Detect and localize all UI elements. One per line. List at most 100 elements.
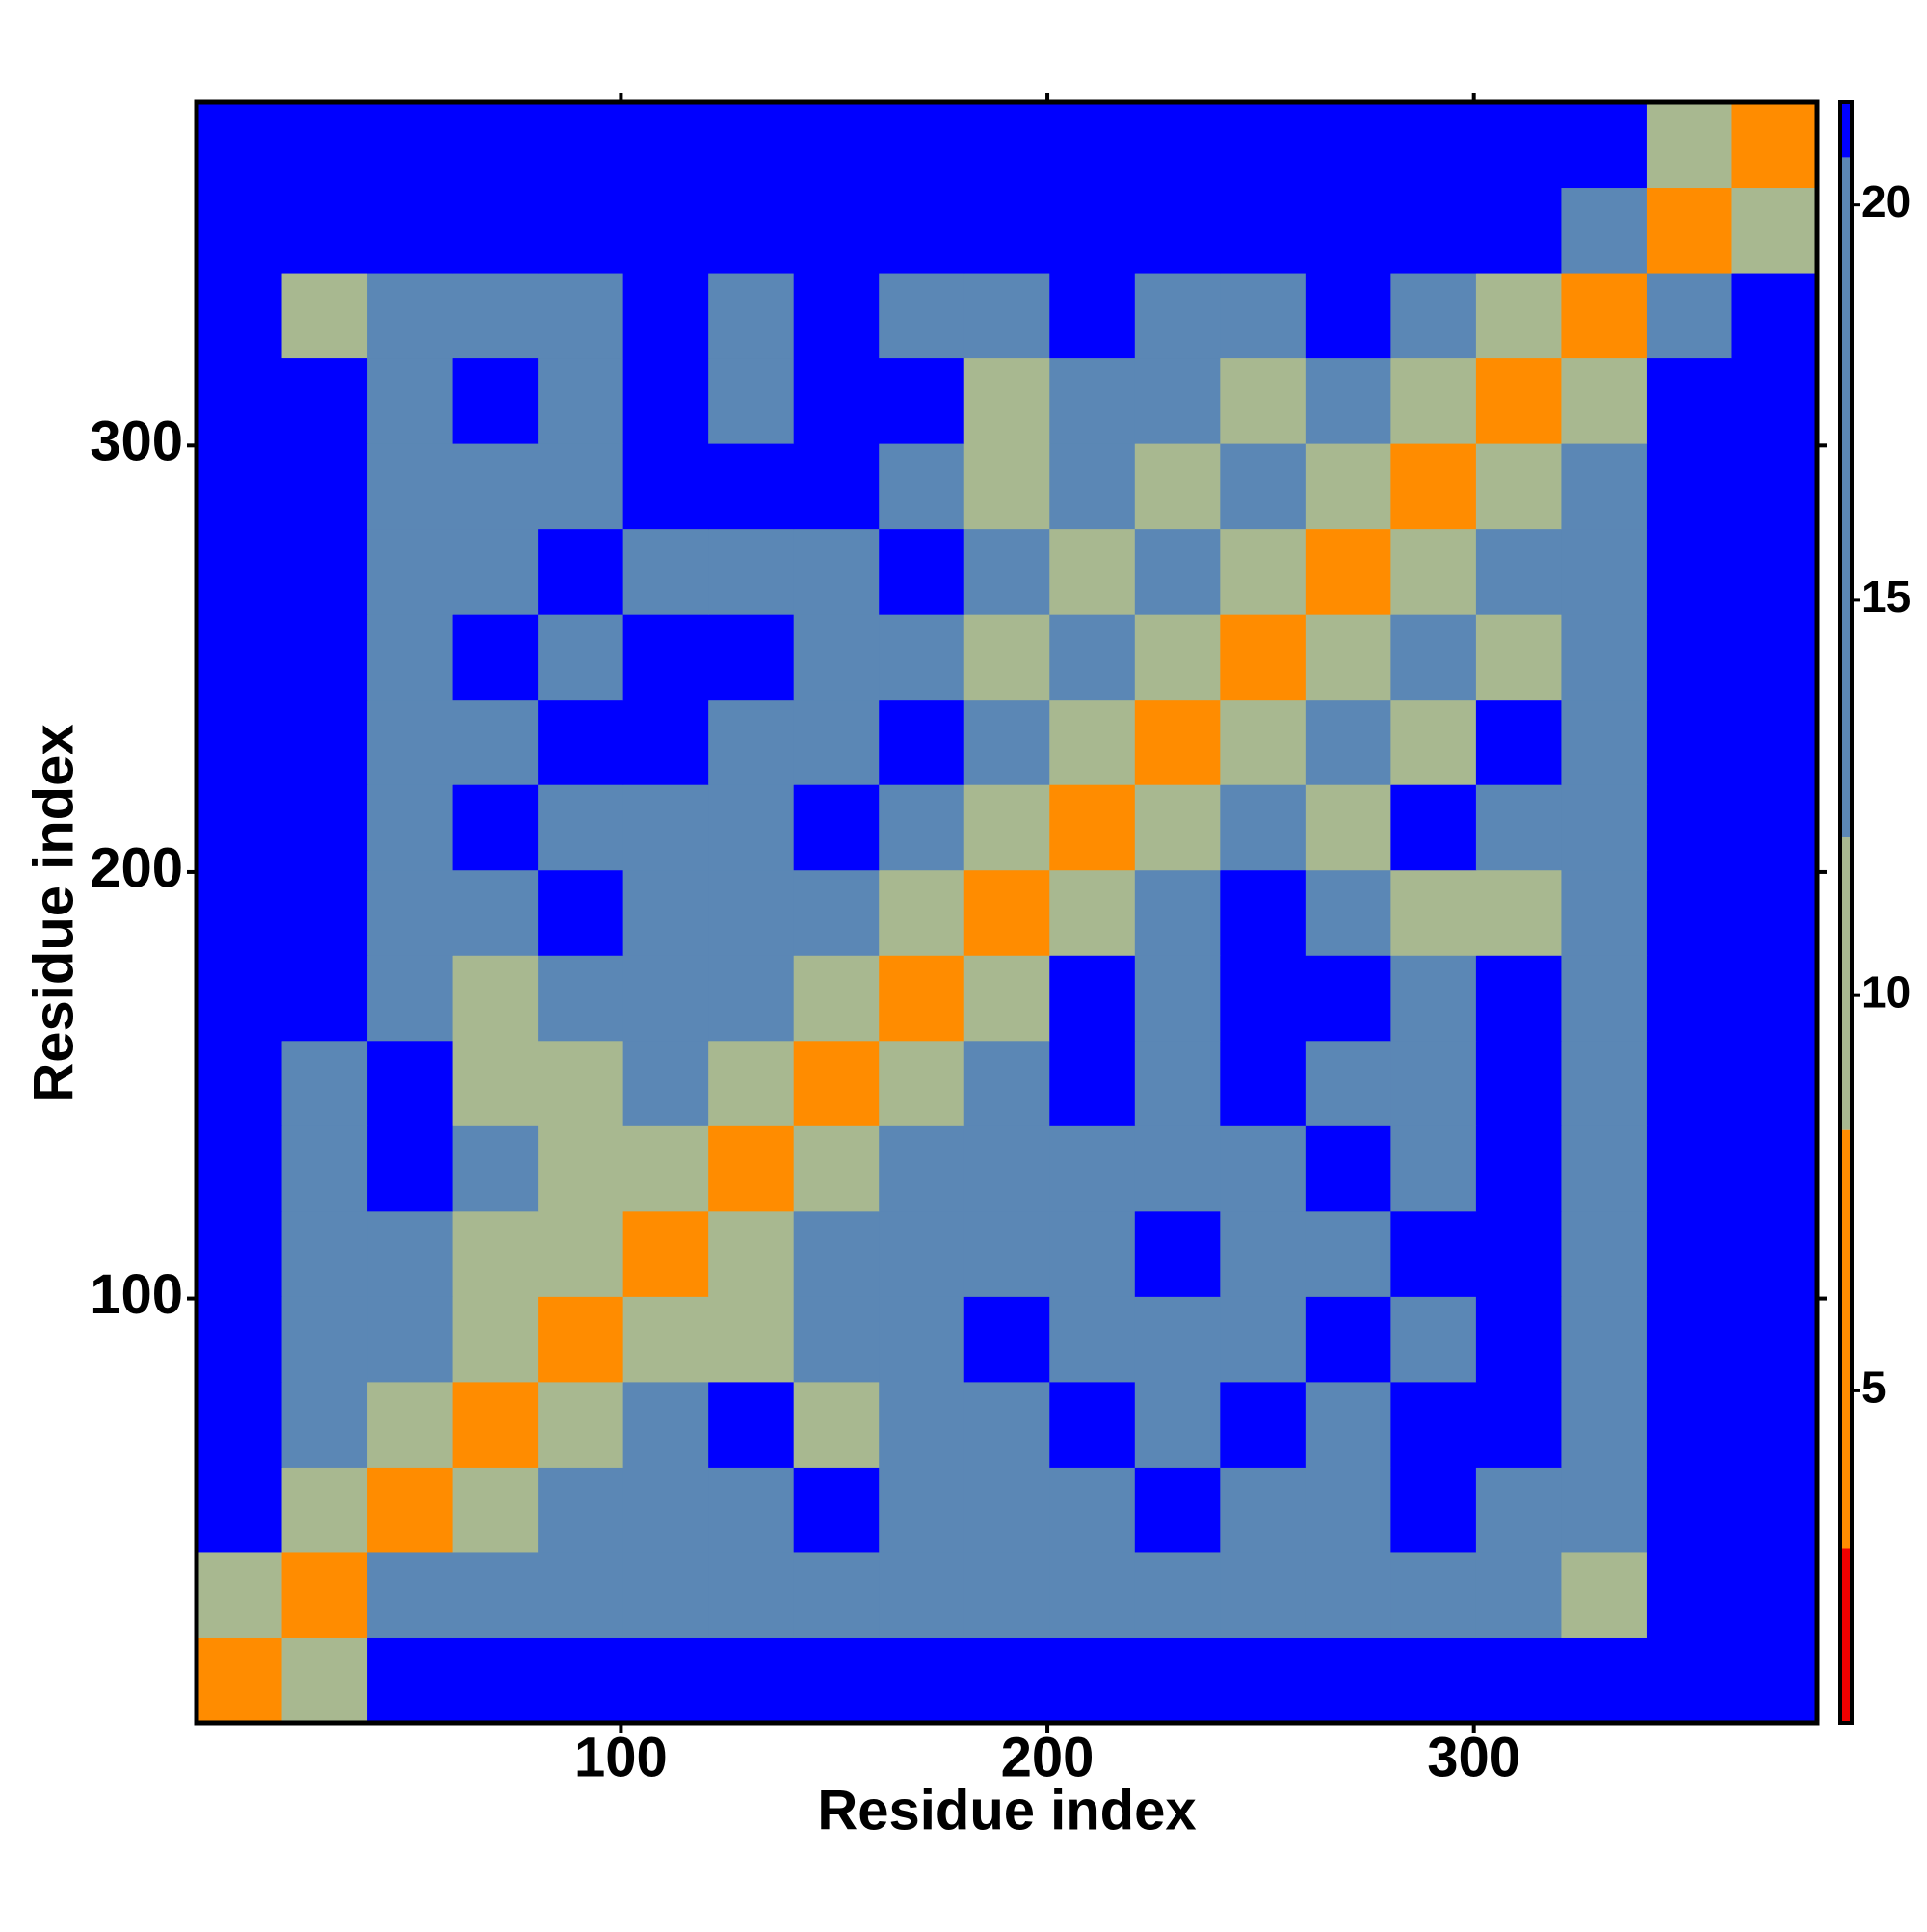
heatmap-cell: [964, 187, 1050, 274]
heatmap-cell: [197, 784, 283, 871]
heatmap-cell: [538, 187, 624, 274]
heatmap-cell: [964, 1210, 1050, 1297]
heatmap-cell: [197, 1125, 283, 1212]
heatmap-cell: [1220, 1637, 1307, 1724]
heatmap-cell: [1475, 614, 1562, 701]
heatmap-cell: [1475, 1381, 1562, 1468]
colorbar-tick-label: 5: [1861, 1363, 1887, 1413]
heatmap-cell: [452, 614, 539, 701]
heatmap-cell: [1731, 443, 1818, 530]
heatmap-cell: [622, 102, 709, 189]
heatmap-cell: [1731, 1637, 1818, 1724]
heatmap-cell: [708, 1040, 795, 1126]
heatmap-cell: [281, 1551, 368, 1638]
heatmap-cell: [793, 1467, 880, 1553]
heatmap-cell: [281, 699, 368, 785]
heatmap-cell: [197, 1381, 283, 1468]
heatmap-cell: [622, 1125, 709, 1212]
heatmap-cell: [452, 784, 539, 871]
heatmap-cell: [1646, 1551, 1732, 1638]
heatmap-cell: [1561, 187, 1648, 274]
heatmap-cell: [793, 1637, 880, 1724]
heatmap-cell: [452, 187, 539, 274]
heatmap-cell: [1134, 784, 1221, 871]
heatmap-cell: [1305, 1040, 1391, 1126]
heatmap-cell: [622, 1551, 709, 1638]
heatmap-cell: [1305, 273, 1391, 359]
heatmap-cell: [1220, 1467, 1307, 1553]
heatmap-cell: [1731, 784, 1818, 871]
heatmap-cell: [1390, 614, 1477, 701]
heatmap-cell: [367, 1467, 454, 1553]
heatmap-cell: [281, 1210, 368, 1297]
heatmap-cell: [1731, 955, 1818, 1042]
heatmap-cell: [1134, 955, 1221, 1042]
heatmap-cell: [538, 1381, 624, 1468]
heatmap-cell: [708, 784, 795, 871]
heatmap-cell: [1049, 102, 1136, 189]
heatmap-cell: [281, 1040, 368, 1126]
heatmap-cell: [197, 869, 283, 956]
heatmap-cell: [1475, 528, 1562, 615]
heatmap-cell: [1731, 869, 1818, 956]
heatmap-cell: [964, 1296, 1050, 1383]
heatmap-cell: [367, 869, 454, 956]
heatmap-cell: [1049, 1637, 1136, 1724]
heatmap-cell: [1561, 1040, 1648, 1126]
heatmap-cell: [964, 1551, 1050, 1638]
heatmap-cell: [1731, 1551, 1818, 1638]
heatmap-cell: [1049, 614, 1136, 701]
heatmap-cell: [1561, 1125, 1648, 1212]
heatmap-cell: [538, 102, 624, 189]
heatmap-cell: [1561, 614, 1648, 701]
colorbar-segment: [1840, 1129, 1852, 1549]
heatmap-cell: [1561, 1210, 1648, 1297]
heatmap-cell: [281, 1381, 368, 1468]
heatmap-cell: [1646, 357, 1732, 444]
heatmap-cell: [793, 357, 880, 444]
heatmap-cell: [197, 1467, 283, 1553]
heatmap-cell: [1305, 614, 1391, 701]
x-tick-label: 200: [1001, 1726, 1095, 1788]
heatmap-cell: [1305, 102, 1391, 189]
heatmap-cell: [1731, 187, 1818, 274]
heatmap-cell: [708, 1637, 795, 1724]
heatmap-cell: [1390, 102, 1477, 189]
heatmap-cell: [538, 614, 624, 701]
heatmap-cell: [197, 273, 283, 359]
heatmap-cell: [452, 1381, 539, 1468]
y-tick-label: 200: [90, 836, 183, 899]
heatmap-cell: [1220, 273, 1307, 359]
heatmap-cell: [452, 1125, 539, 1212]
heatmap-cell: [1390, 187, 1477, 274]
heatmap-cell: [622, 1381, 709, 1468]
heatmap-cell: [793, 187, 880, 274]
heatmap-cell: [622, 955, 709, 1042]
heatmap-cell: [1134, 1210, 1221, 1297]
heatmap-cell: [197, 955, 283, 1042]
heatmap-cell: [1390, 1210, 1477, 1297]
x-axis-title: Residue index: [817, 1779, 1196, 1841]
heatmap-cell: [879, 102, 965, 189]
heatmap-cell: [879, 187, 965, 274]
heatmap-cell: [367, 273, 454, 359]
heatmap-cell: [1049, 869, 1136, 956]
heatmap-cell: [622, 784, 709, 871]
heatmap-cell: [879, 528, 965, 615]
heatmap-cell: [879, 1040, 965, 1126]
heatmap-cell: [1134, 273, 1221, 359]
colorbar-tick-label: 15: [1861, 571, 1911, 622]
heatmap-cell: [1220, 1381, 1307, 1468]
y-tick-label: 300: [90, 410, 183, 473]
heatmap-cell: [793, 955, 880, 1042]
colorbar-frame: [1838, 100, 1854, 1725]
heatmap-cell: [622, 187, 709, 274]
heatmap-cell: [1390, 1551, 1477, 1638]
heatmap-cell: [1475, 1210, 1562, 1297]
heatmap-cell: [1646, 1381, 1732, 1468]
heatmap-cell: [879, 273, 965, 359]
heatmap-cell: [708, 102, 795, 189]
heatmap-cell: [964, 528, 1050, 615]
heatmap-cell: [197, 443, 283, 530]
heatmap-cell: [281, 869, 368, 956]
